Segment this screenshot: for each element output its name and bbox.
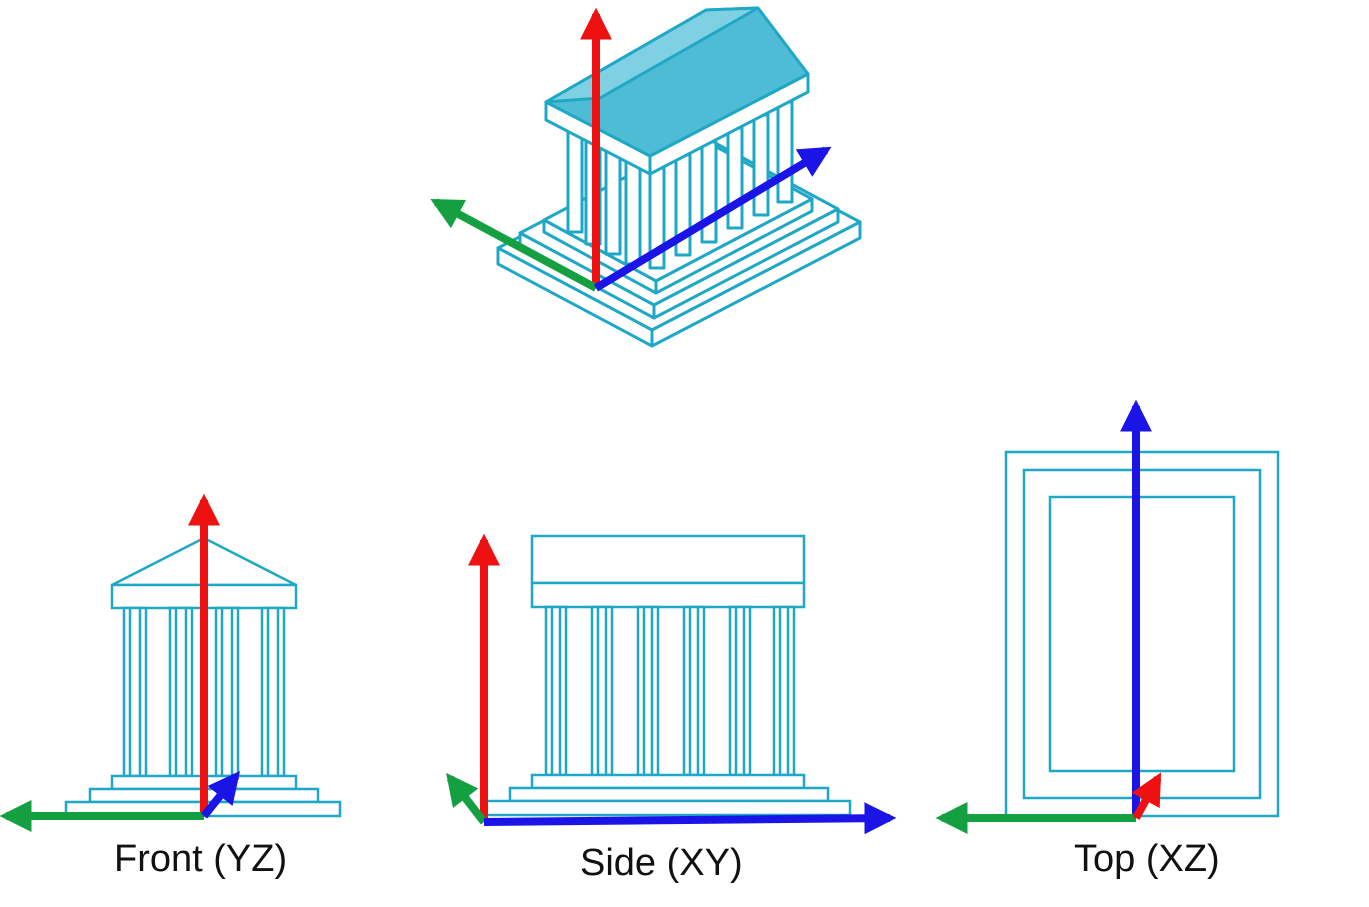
isometric-temple — [496, 6, 862, 348]
iso-axis-y — [430, 198, 598, 292]
front-axis-z — [200, 771, 240, 819]
side-axis-y — [446, 772, 488, 825]
top-view-label: Top (XZ) — [1074, 838, 1220, 880]
front-view-axes — [0, 493, 240, 832]
top-view-axes — [935, 399, 1162, 834]
iso-axis-z — [593, 146, 832, 292]
top-axis-x — [1131, 772, 1162, 820]
side-view-axes — [446, 533, 897, 835]
top-view-temple — [1004, 450, 1280, 818]
side-view-temple — [484, 534, 852, 817]
front-view-label: Front (YZ) — [114, 838, 288, 880]
side-view-label: Side (XY) — [580, 842, 743, 884]
isometric-axes — [430, 7, 832, 292]
side-axis-z — [483, 802, 897, 835]
